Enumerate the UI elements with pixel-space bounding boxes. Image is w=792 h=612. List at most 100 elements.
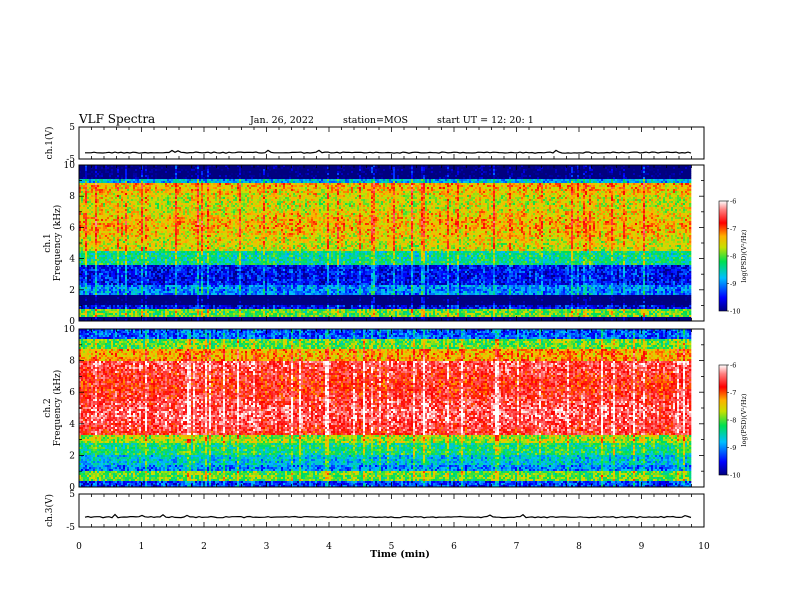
- spectrogram-cell: [109, 249, 112, 252]
- spectrogram-cell: [189, 169, 192, 172]
- spectrogram-cell: [201, 179, 204, 182]
- spectrogram-cell: [169, 247, 172, 250]
- spectrogram-cell: [169, 243, 172, 246]
- spectrogram-cell: [113, 241, 116, 244]
- spectrogram-cell: [197, 209, 200, 212]
- spectrogram-cell: [127, 287, 130, 290]
- spectrogram-cell: [115, 269, 118, 272]
- spectrogram-cell: [109, 181, 112, 184]
- spectrogram-cell: [83, 291, 86, 294]
- spectrogram-cell: [189, 217, 192, 220]
- spectrogram-cell: [127, 183, 130, 186]
- spectrogram-cell: [183, 295, 186, 298]
- spectrogram-cell: [199, 299, 202, 302]
- spectrogram-cell: [105, 313, 108, 316]
- spectrogram-cell: [103, 257, 106, 260]
- spectrogram-cell: [105, 255, 108, 258]
- spectrogram-cell: [101, 243, 104, 246]
- spectrogram-cell: [103, 203, 106, 206]
- spectrogram-cell: [167, 251, 170, 254]
- spectrogram-cell: [185, 263, 188, 266]
- spectrogram-cell: [91, 255, 94, 258]
- spectrogram-cell: [103, 223, 106, 226]
- spectrogram-cell: [133, 261, 136, 264]
- spectrogram-cell: [121, 181, 124, 184]
- spectrogram-cell: [101, 189, 104, 192]
- spectrogram-cell: [157, 219, 160, 222]
- spectrogram-cell: [121, 251, 124, 254]
- spectrogram-cell: [187, 305, 190, 308]
- spectrogram-cell: [195, 199, 198, 202]
- spectrogram-cell: [87, 269, 90, 272]
- spectrogram-cell: [139, 221, 142, 224]
- spectrogram-cell: [127, 239, 130, 242]
- spectrogram-cell: [163, 253, 166, 256]
- spectrogram-cell: [147, 295, 150, 298]
- spectrogram-cell: [171, 271, 174, 274]
- spectrogram-cell: [135, 277, 138, 280]
- spectrogram-cell: [85, 215, 88, 218]
- spectrogram-cell: [107, 225, 110, 228]
- spectrogram-cell: [117, 173, 120, 176]
- spectrogram-cell: [87, 169, 90, 172]
- spectrogram-cell: [151, 279, 154, 282]
- spectrogram-cell: [91, 261, 94, 264]
- spectrogram-cell: [107, 193, 110, 196]
- spectrogram-cell: [183, 167, 186, 170]
- spectrogram-cell: [197, 235, 200, 238]
- spectrogram-cell: [159, 227, 162, 230]
- spectrogram-cell: [85, 173, 88, 176]
- spectrogram-cell: [155, 239, 158, 242]
- spectrogram-cell: [199, 265, 202, 268]
- spectrogram-cell: [187, 185, 190, 188]
- spectrogram-cell: [79, 207, 82, 210]
- spectrogram-cell: [103, 229, 106, 232]
- spectrogram-cell: [205, 295, 208, 298]
- spectrogram-cell: [165, 213, 168, 216]
- spectrogram-cell: [99, 309, 102, 312]
- spectrogram-cell: [99, 297, 102, 300]
- spectrogram-cell: [107, 257, 110, 260]
- spectrogram-cell: [171, 265, 174, 268]
- spectrogram-cell: [105, 171, 108, 174]
- spectrogram-cell: [119, 199, 122, 202]
- spectrogram-cell: [113, 289, 116, 292]
- spectrogram-cell: [169, 167, 172, 170]
- spectrogram-cell: [191, 245, 194, 248]
- spectrogram-cell: [181, 293, 184, 296]
- spectrogram-cell: [135, 285, 138, 288]
- spectrogram-cell: [181, 191, 184, 194]
- spectrogram-cell: [99, 179, 102, 182]
- spectrogram-cell: [179, 297, 182, 300]
- spectrogram-cell: [83, 231, 86, 234]
- spectrogram-cell: [169, 225, 172, 228]
- spectrogram-cell: [183, 177, 186, 180]
- spectrogram-cell: [113, 215, 116, 218]
- spectrogram-cell: [151, 237, 154, 240]
- spectrogram-cell: [115, 199, 118, 202]
- spectrogram-cell: [195, 295, 198, 298]
- spectrogram-cell: [107, 251, 110, 254]
- spectrogram-cell: [201, 315, 204, 318]
- spectrogram-cell: [121, 189, 124, 192]
- spectrogram-cell: [155, 199, 158, 202]
- spectrogram-cell: [193, 289, 196, 292]
- spectrogram-cell: [85, 317, 88, 320]
- spectrogram-cell: [185, 237, 188, 240]
- spectrogram-cell: [167, 211, 170, 214]
- spectrogram-cell: [157, 259, 160, 262]
- spectrogram-cell: [147, 195, 150, 198]
- spectrogram-cell: [161, 215, 164, 218]
- spectrogram-cell: [179, 309, 182, 312]
- spectrogram-cell: [143, 319, 146, 322]
- spectrogram-cell: [197, 259, 200, 262]
- spectrogram-cell: [87, 175, 90, 178]
- spectrogram-cell: [103, 193, 106, 196]
- spectrogram-cell: [199, 205, 202, 208]
- spectrogram-cell: [87, 207, 90, 210]
- spectrogram-cell: [129, 191, 132, 194]
- spectrogram-cell: [201, 189, 204, 192]
- spectrogram-cell: [97, 263, 100, 266]
- spectrogram-cell: [193, 249, 196, 252]
- spectrogram-cell: [199, 193, 202, 196]
